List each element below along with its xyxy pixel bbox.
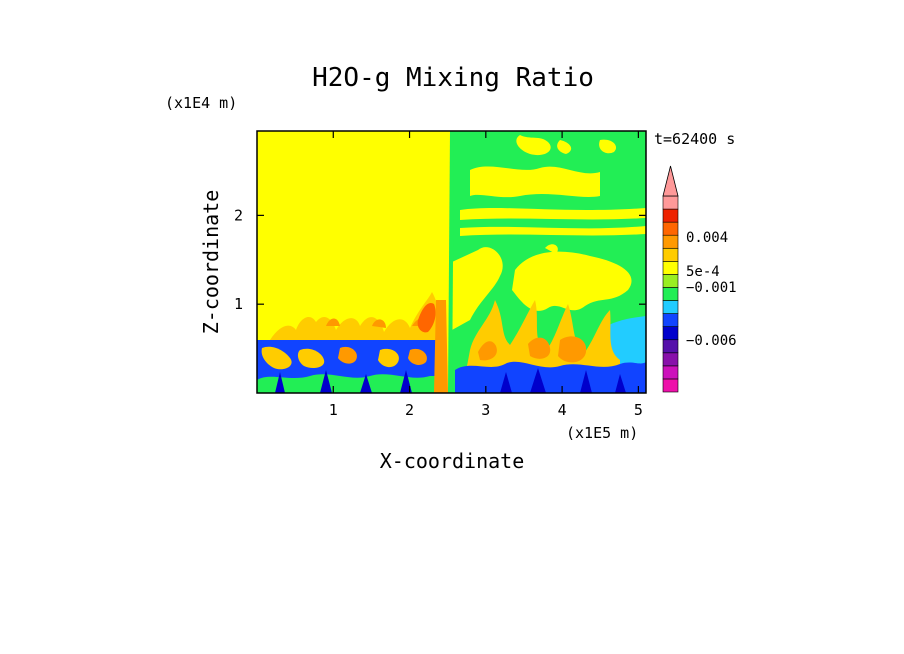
colorbar-swatch (662, 300, 679, 314)
colorbar-label: −0.006 (686, 333, 737, 349)
colorbar-swatch (662, 247, 679, 262)
colorbar-swatch (662, 313, 679, 327)
colorbar-swatch (662, 234, 679, 249)
colorbar-label: 0.004 (686, 230, 728, 246)
colorbar-swatch (662, 378, 679, 393)
y-axis: 12 (234, 206, 646, 313)
upper-right-green-region (452, 131, 646, 393)
plot-frame (256, 130, 647, 394)
colorbar-swatch (662, 287, 679, 301)
colorbar-swatch (662, 326, 679, 341)
colorbar-swatch (662, 208, 679, 223)
interface-plume (434, 300, 448, 393)
colorbar: 0.004 5e-4−0.001 −0.006 (662, 165, 737, 393)
colorbar-swatch (662, 274, 679, 288)
colorbar-swatch (662, 339, 679, 354)
x-axis: 1 2 3 4 5 (329, 131, 643, 419)
lower-left-plume-region (257, 292, 444, 393)
interface-boundary (448, 131, 454, 393)
x-axis-label: X-coordinate (380, 449, 525, 473)
x-tick-label: 5 (634, 401, 643, 419)
chart-title: H2O-g Mixing Ratio (312, 63, 594, 93)
colorbar-swatch (662, 261, 679, 275)
colorbar-swatch (662, 221, 679, 236)
colorbar-label: 5e-4 (686, 264, 720, 280)
x-tick-label: 2 (405, 401, 414, 419)
x-tick-label: 4 (558, 401, 567, 419)
x-unit-label: (x1E5 m) (566, 424, 638, 442)
y-tick-label: 2 (234, 206, 243, 224)
contour-field (257, 131, 646, 393)
colorbar-swatch (662, 352, 679, 367)
y-tick-label: 1 (234, 295, 243, 313)
y-unit-label: (x1E4 m) (165, 94, 237, 112)
colorbar-swatch (662, 195, 679, 210)
colorbar-extend-arrow (662, 165, 679, 197)
x-tick-label: 3 (481, 401, 490, 419)
x-tick-label: 1 (329, 401, 338, 419)
colorbar-swatch (662, 365, 679, 380)
time-label: t=62400 s (654, 130, 735, 148)
colorbar-label: −0.001 (686, 280, 737, 296)
y-axis-label: Z-coordinate (199, 190, 223, 335)
lower-right-plume-region (455, 300, 646, 393)
